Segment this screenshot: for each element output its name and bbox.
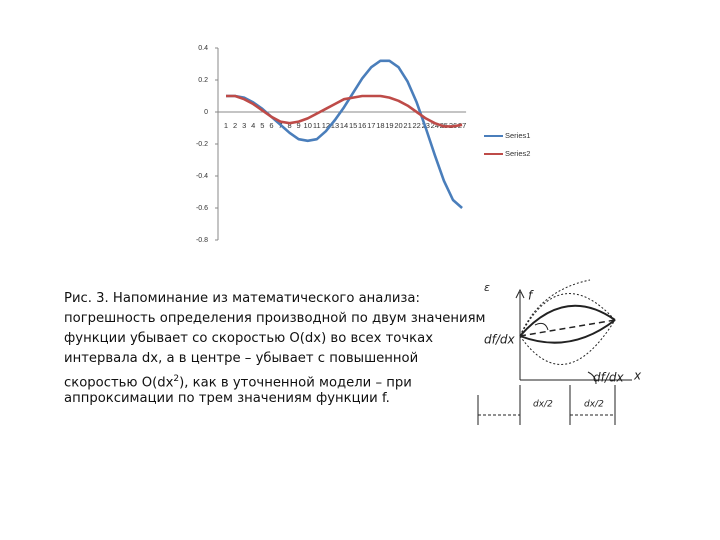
diagram [477, 279, 632, 425]
x-tick-label: 2 [233, 121, 237, 130]
arc [534, 322, 549, 331]
x-tick-label: 15 [349, 121, 357, 130]
caption-line: скоростью O(dx2), как в уточненной модел… [64, 369, 486, 391]
x-label: x [633, 369, 642, 383]
x-tick-label: 24 [431, 121, 439, 130]
arrow [515, 288, 525, 299]
y-tick-label: -0.4 [196, 173, 208, 180]
caption-line: интервала dx, а в центре – убывает с пов… [64, 351, 419, 366]
y-tick-label: 0 [204, 109, 208, 116]
x-tick-label: 18 [376, 121, 384, 130]
half-label: dx/2 [533, 400, 553, 410]
caption-line: функции убывает со скоростью O(dx) во вс… [64, 331, 433, 346]
x-tick-label: 1 [224, 121, 228, 130]
caption-line: погрешность определения производной по д… [64, 311, 486, 326]
curve [519, 319, 616, 365]
x-tick-label: 13 [331, 121, 339, 130]
x-tick-label: 5 [260, 121, 264, 130]
y-tick-label: 0.4 [198, 45, 208, 52]
caption-line: аппроксимации по трем значениям функции … [64, 391, 390, 406]
series-line [226, 59, 463, 209]
df-label: df/dx [484, 333, 516, 347]
superscript: 2 [173, 374, 180, 384]
epsilon: ε [484, 281, 490, 294]
x-tick-label: 10 [304, 121, 312, 130]
y-tick-label: -0.2 [196, 141, 208, 148]
x-tick-label: 8 [287, 121, 291, 130]
caption-text: ), как в уточненной модели – при [179, 375, 412, 391]
x-tick-label: 19 [385, 121, 393, 130]
curve [519, 319, 616, 344]
tangent [519, 279, 591, 337]
caption: Рис. 3. Напоминание из математического а… [64, 289, 486, 409]
y-tick-label: 0.2 [198, 77, 208, 84]
x-tick-label: 20 [394, 121, 402, 130]
x-tick-label: 11 [313, 121, 321, 130]
f-label: f [528, 289, 534, 303]
legend-label: Series1 [505, 131, 530, 140]
x-tick-label: 22 [413, 121, 421, 130]
y-tick-label: -0.6 [196, 205, 208, 212]
y-tick-label: -0.8 [196, 237, 208, 244]
x-tick-label: 9 [297, 121, 301, 130]
arc [587, 371, 597, 385]
caption-line: Рис. 3. Напоминание из математического а… [64, 291, 420, 306]
x-tick-label: 17 [367, 121, 375, 130]
x-tick-label: 16 [358, 121, 366, 130]
series-line [226, 94, 463, 128]
x-tick-label: 14 [340, 121, 348, 130]
chord [519, 319, 616, 337]
curve [519, 304, 616, 337]
df-label: df/dx [593, 371, 625, 385]
x-tick-label: 4 [251, 121, 255, 130]
x-tick-label: 21 [403, 121, 411, 130]
x-tick-label: 6 [269, 121, 273, 130]
x-tick-label: 3 [242, 121, 246, 130]
half-label: dx/2 [584, 400, 604, 410]
caption-text: скоростью O(dx [64, 375, 174, 391]
curve [519, 293, 616, 337]
legend-label: Series2 [505, 149, 530, 158]
x-tick-label: 12 [322, 121, 330, 130]
